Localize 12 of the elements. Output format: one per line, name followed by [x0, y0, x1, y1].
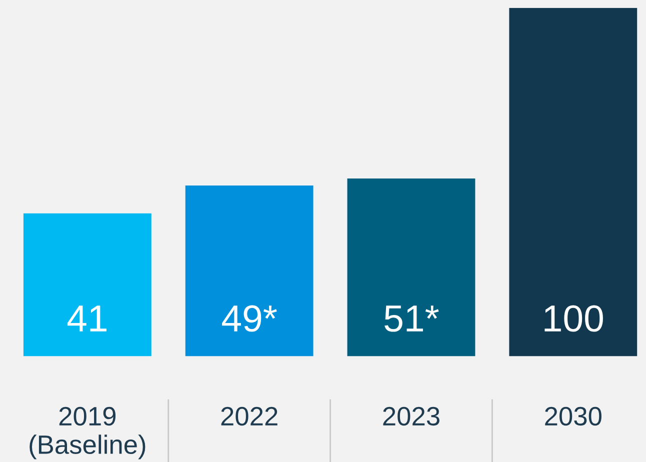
bar [509, 8, 638, 356]
data-label: 100 [544, 305, 603, 332]
data-label: 49* [222, 305, 277, 332]
x-tick-label: 2023 [383, 406, 440, 426]
x-tick-label: 2022 [221, 406, 278, 426]
x-tick-label: 2019 (Baseline) [30, 406, 146, 460]
bar [347, 178, 476, 356]
bar [23, 213, 152, 356]
x-tick-label: 2030 [545, 406, 602, 426]
data-label: 51* [384, 306, 439, 332]
data-label: 41 [67, 306, 106, 332]
bar [185, 186, 314, 356]
